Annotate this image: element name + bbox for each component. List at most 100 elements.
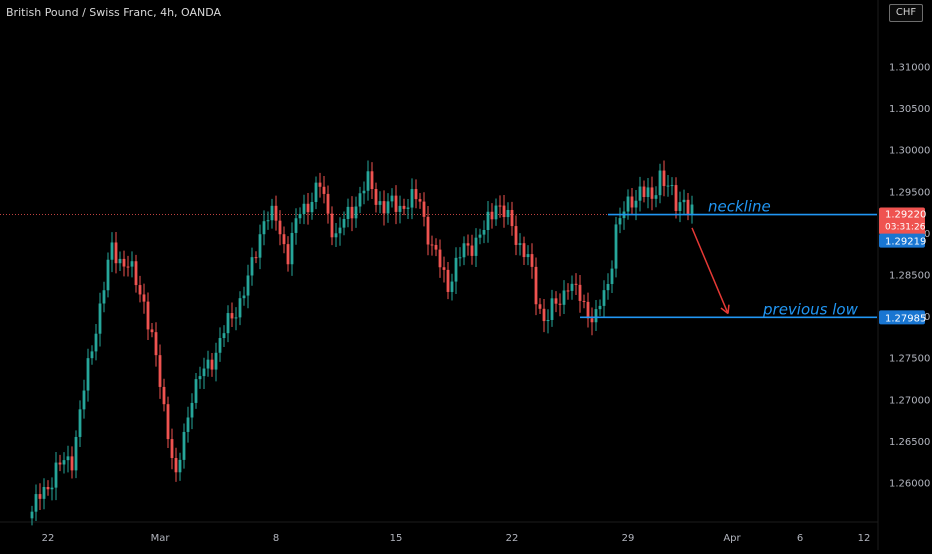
candle-body: [542, 308, 546, 322]
candle-body: [182, 431, 186, 460]
candle-body: [74, 436, 78, 471]
candle-body: [586, 301, 590, 319]
candle-body: [286, 244, 290, 265]
candle-body: [126, 266, 130, 268]
y-tick-label: 1.29500: [889, 187, 930, 198]
candle-body: [146, 301, 150, 330]
candle-body: [330, 213, 334, 238]
currency-badge[interactable]: CHF: [889, 4, 923, 22]
candle-body: [666, 185, 670, 187]
y-tick-label: 1.26500: [889, 437, 930, 448]
candle-body: [642, 186, 646, 198]
y-tick-label: 1.28500: [889, 270, 930, 281]
candle-body: [410, 189, 414, 208]
candle-body: [110, 242, 114, 260]
candle-body: [58, 462, 62, 465]
previous-low-label: previous low: [762, 300, 859, 318]
candle-body: [490, 211, 494, 220]
chart-title: British Pound / Swiss Franc, 4h, OANDA: [6, 6, 222, 19]
candle-body: [86, 358, 90, 391]
candle-body: [326, 193, 330, 214]
candle-body: [458, 257, 462, 259]
candle-body: [226, 313, 230, 334]
neckline-label: neckline: [708, 198, 771, 216]
candle-body: [306, 203, 310, 213]
candle-body: [198, 376, 202, 380]
candle-body: [354, 206, 358, 219]
candle-body: [122, 258, 126, 267]
candle-body: [466, 243, 470, 246]
previous-low-badge-bg: [879, 310, 925, 325]
candle-body: [350, 206, 354, 219]
candle-body: [98, 303, 102, 334]
candle-body: [550, 298, 554, 320]
y-tick-label: 1.27000: [889, 395, 930, 406]
arrow-shaft[interactable]: [691, 227, 729, 314]
candle-body: [366, 171, 370, 191]
candle-body: [138, 285, 142, 295]
candle-body: [602, 290, 606, 306]
candle-body: [650, 187, 654, 199]
candle-body: [334, 233, 338, 238]
candle-body: [534, 266, 538, 305]
candle-body: [482, 229, 486, 235]
candle-body: [90, 351, 94, 359]
candle-body: [78, 409, 82, 437]
candle-body: [558, 303, 562, 305]
candle-body: [502, 205, 506, 218]
candle-body: [186, 417, 190, 432]
candle-body: [442, 267, 446, 270]
candle-body: [590, 318, 594, 323]
candle-body: [342, 218, 346, 228]
candle-body: [314, 182, 318, 202]
candle-body: [654, 195, 658, 199]
candle-body: [34, 494, 38, 512]
candle-body: [358, 193, 362, 207]
previous-low-badge: 1.27985: [879, 310, 926, 325]
candle-body: [82, 390, 86, 410]
candle-body: [374, 189, 378, 205]
candle-body: [678, 202, 682, 211]
candle-body: [310, 201, 314, 213]
arrow-head: [720, 307, 729, 315]
candle-body: [222, 333, 226, 339]
candle-body: [238, 298, 242, 318]
candle-body: [522, 243, 526, 258]
candle-body: [242, 295, 246, 299]
candle-body: [346, 206, 350, 219]
candle-body: [662, 170, 666, 187]
candle-body: [494, 205, 498, 220]
candle-body: [510, 209, 514, 227]
candle-body: [422, 201, 426, 217]
candle-body: [62, 460, 66, 465]
candle-body: [634, 200, 638, 208]
candle-body: [218, 338, 222, 353]
candle-body: [166, 404, 170, 440]
x-tick-label: 6: [797, 533, 803, 544]
x-tick-label: 8: [273, 533, 279, 544]
candle-body: [598, 305, 602, 310]
candle-body: [546, 319, 550, 322]
candle-body: [106, 259, 110, 291]
candle-body: [54, 462, 58, 488]
candle-body: [686, 199, 690, 214]
candle-body: [130, 261, 134, 267]
candle-body: [66, 456, 70, 461]
candle-body: [362, 190, 366, 194]
x-tick-label: 22: [506, 533, 519, 544]
candle-body: [142, 294, 146, 302]
candle-body: [486, 211, 490, 230]
candle-body: [250, 257, 254, 276]
candle-body: [570, 283, 574, 291]
candle-body: [478, 234, 482, 238]
candle-body: [450, 281, 454, 292]
candle-body: [270, 205, 274, 221]
crosshair-price-badge-bg: [879, 233, 925, 248]
bar-countdown: 03:31:26: [885, 223, 926, 233]
y-tick-label: 1.27500: [889, 354, 930, 365]
x-tick-label: 12: [858, 533, 871, 544]
candle-body: [206, 359, 210, 369]
candle-body: [674, 185, 678, 211]
candle-body: [162, 386, 166, 405]
